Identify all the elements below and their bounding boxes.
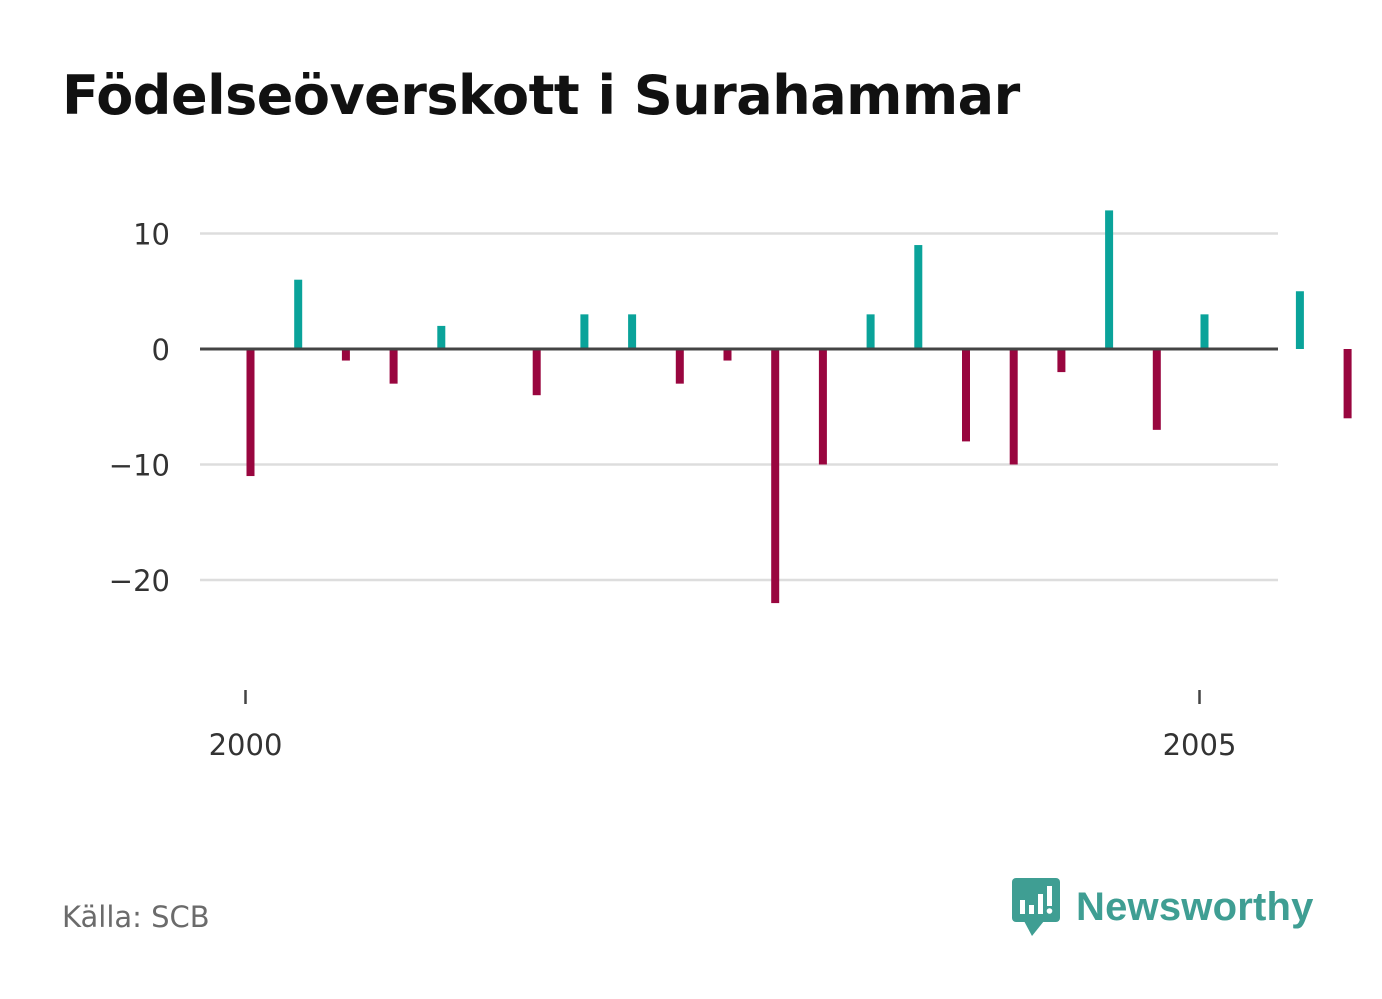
bar [771,349,780,604]
bar [532,349,541,396]
y-tick-label: −20 [109,564,170,598]
bar [246,349,255,477]
chart-bubble-icon [1012,878,1060,936]
bar [294,279,303,349]
bar-series [246,210,1352,604]
y-tick-label: 0 [152,333,170,367]
bar [962,349,970,442]
y-tick-label: −10 [109,449,170,483]
chart-title: Födelseöverskott i Surahammar [62,64,1020,127]
bar [580,314,589,349]
y-gridlines [200,232,1278,582]
bar [914,245,923,349]
x-axis-ticks: 200020052010201520202025 [209,690,1237,762]
source-note: Källa: SCB [62,900,210,934]
bar [675,349,684,384]
bar [628,314,637,349]
bar [818,349,827,465]
bar [1105,210,1114,349]
bar [1200,314,1209,349]
y-tick-label: 10 [133,218,170,252]
bar [437,325,446,349]
x-tick-label: 2000 [209,728,283,762]
bar-chart: 100−20−10 200020052010201520202025 [109,210,1352,762]
bar [1152,349,1161,430]
bar [723,349,732,361]
y-axis-ticks: 10 0 −20 −10 [109,218,170,599]
bar [1343,349,1352,419]
bar [866,314,875,349]
bar [1057,349,1066,373]
x-tick-label: 2005 [1163,728,1237,762]
bar [1295,291,1304,349]
bar [1009,349,1018,465]
brand-logo[interactable]: Newsworthy [1010,876,1314,938]
bar [389,349,398,384]
brand-name: Newsworthy [1076,884,1314,929]
bar [341,349,350,361]
